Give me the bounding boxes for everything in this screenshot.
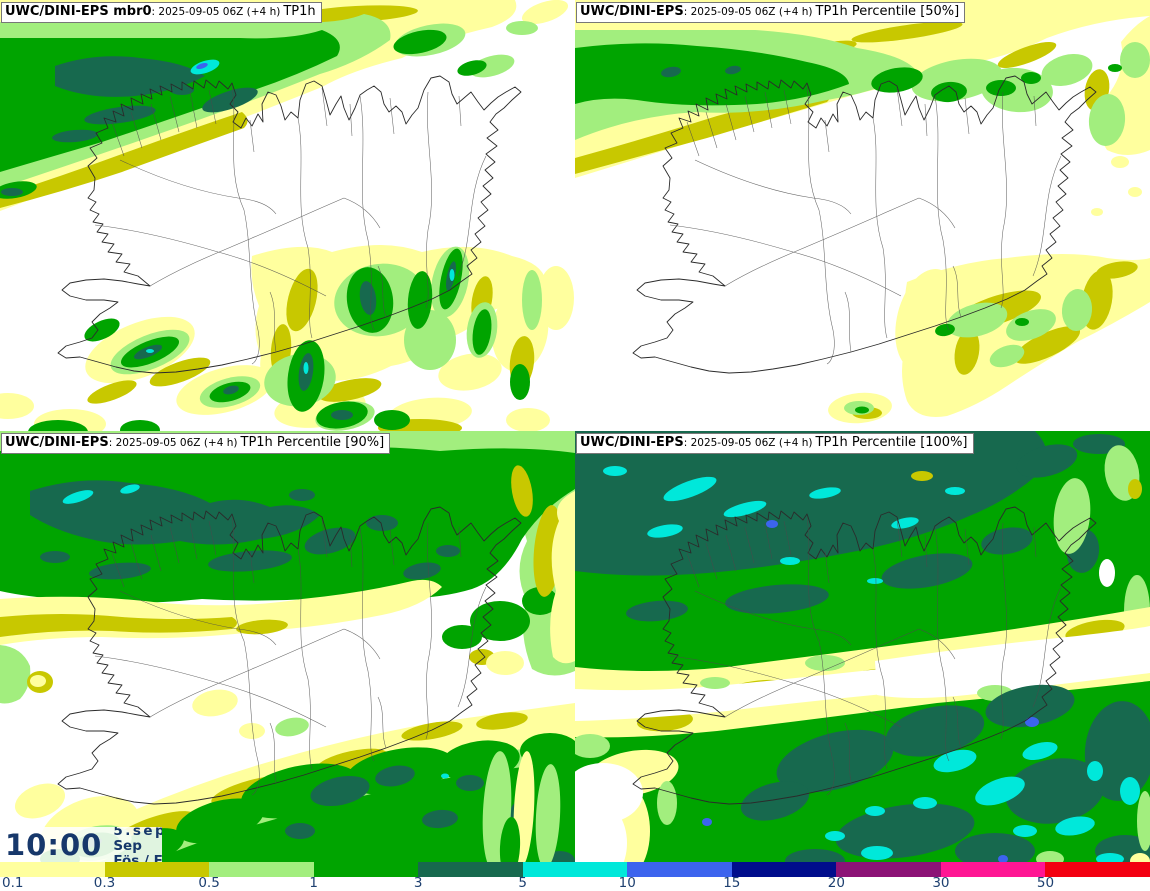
product-name: UWC/DINI-EPS bbox=[5, 435, 109, 450]
colorbar-ticks: 0.1 0.3 0.5 1 3 5 10 15 20 30 50 bbox=[0, 875, 1150, 891]
colorbar-tick-label: 10 bbox=[618, 875, 636, 891]
product-name: UWC/DINI-EPS bbox=[580, 4, 684, 19]
colorbar-segment bbox=[104, 862, 210, 877]
map-panel-member-0: UWC/DINI-EPS mbr0: 2025-09-05 06Z (+4 h)… bbox=[0, 0, 575, 431]
colorbar-tick-label: 0.5 bbox=[198, 875, 220, 891]
precipitation-map bbox=[0, 0, 574, 431]
map-panel-percentile-100: UWC/DINI-EPS: 2025-09-05 06Z (+4 h) TP1h … bbox=[575, 431, 1150, 862]
colorbar-tick-label: 1 bbox=[309, 875, 318, 891]
colorbar-segment bbox=[1045, 862, 1150, 877]
precipitation-map bbox=[575, 431, 1150, 862]
panel-title: UWC/DINI-EPS: 2025-09-05 06Z (+4 h) TP1h … bbox=[576, 433, 974, 454]
precipitation-map bbox=[575, 0, 1150, 424]
colorbar-tick-label: 5 bbox=[518, 875, 528, 891]
colorbar-tick-label: 0.1 bbox=[2, 875, 24, 891]
colorbar-tick-label: 3 bbox=[413, 875, 423, 891]
valid-date: 5.sep./ Sep Fös / Fri bbox=[113, 827, 162, 862]
colorbar-segment bbox=[627, 862, 732, 877]
colorbar bbox=[0, 862, 1150, 877]
colorbar-tick-label: 15 bbox=[723, 875, 741, 891]
map-panel-percentile-50: UWC/DINI-EPS: 2025-09-05 06Z (+4 h) TP1h … bbox=[575, 0, 1150, 431]
colorbar-segment bbox=[522, 862, 628, 877]
date-month: Sep bbox=[113, 838, 142, 854]
date-local: 5.sep./ bbox=[113, 827, 162, 839]
colorbar-tick-label: 30 bbox=[932, 875, 950, 891]
colorbar-tick-label: 0.3 bbox=[93, 875, 116, 891]
colorbar-segment bbox=[940, 862, 1046, 877]
run-info: : 2025-09-05 06Z (+4 h) bbox=[108, 437, 238, 449]
colorbar-segment bbox=[731, 862, 837, 877]
field-name: TP1h bbox=[283, 4, 316, 19]
colorbar-segment bbox=[836, 862, 941, 877]
product-name: UWC/DINI-EPS mbr0 bbox=[5, 4, 152, 19]
field-name: TP1h Percentile [100%] bbox=[815, 435, 968, 450]
colorbar-segment bbox=[0, 862, 105, 877]
colorbar-segment bbox=[209, 862, 314, 877]
panel-title: UWC/DINI-EPS: 2025-09-05 06Z (+4 h) TP1h … bbox=[1, 433, 391, 454]
product-name: UWC/DINI-EPS bbox=[580, 435, 684, 450]
map-panel-percentile-90: UWC/DINI-EPS: 2025-09-05 06Z (+4 h) TP1h … bbox=[0, 431, 575, 862]
panel-title: UWC/DINI-EPS mbr0: 2025-09-05 06Z (+4 h)… bbox=[1, 2, 322, 23]
colorbar-segment bbox=[313, 862, 419, 877]
date-weekday: Fös / Fri bbox=[113, 853, 162, 863]
precipitation-map bbox=[0, 431, 575, 862]
run-info: : 2025-09-05 06Z (+4 h) bbox=[151, 6, 281, 18]
field-name: TP1h Percentile [90%] bbox=[240, 435, 385, 450]
colorbar-tick-label: 20 bbox=[827, 875, 845, 891]
field-name: TP1h Percentile [50%] bbox=[815, 4, 960, 19]
colorbar-segment bbox=[418, 862, 523, 877]
time-box: 10:00 5.sep./ Sep Fös / Fri bbox=[0, 827, 162, 862]
run-info: : 2025-09-05 06Z (+4 h) bbox=[683, 6, 813, 18]
run-info: : 2025-09-05 06Z (+4 h) bbox=[683, 437, 813, 449]
valid-time: 10:00 bbox=[5, 827, 103, 862]
panel-title: UWC/DINI-EPS: 2025-09-05 06Z (+4 h) TP1h … bbox=[576, 2, 966, 23]
colorbar-tick-label: 50 bbox=[1036, 875, 1055, 891]
